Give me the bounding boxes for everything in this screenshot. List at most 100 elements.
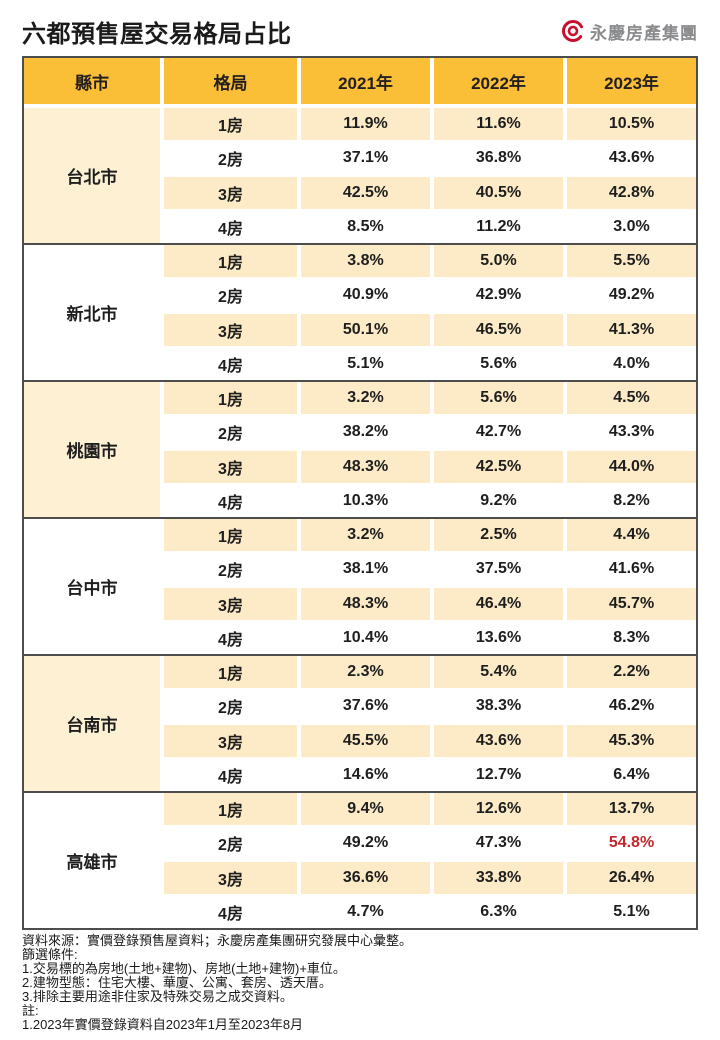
footer-line: 2.建物型態：住宅大樓、華廈、公寓、套房、透天厝。 xyxy=(22,975,332,990)
value-cell: 8.2% xyxy=(613,492,650,510)
value-cell: 5.1% xyxy=(347,355,384,373)
layout-cell: 3房 xyxy=(164,588,297,620)
layout-cell: 4房 xyxy=(218,769,243,787)
layout-cell: 2房 xyxy=(218,700,243,718)
footer-line: 1.交易標的為房地(土地+建物)、房地(土地+建物)+車位。 xyxy=(22,961,346,976)
footer-line: 篩選條件: xyxy=(22,947,78,962)
value-cell: 6.4% xyxy=(613,766,650,784)
value-cell: 5.5% xyxy=(567,245,696,277)
value-cell: 5.1% xyxy=(613,903,650,921)
value-cell: 37.1% xyxy=(342,149,389,167)
value-cell: 12.6% xyxy=(434,793,563,825)
yungching-swirl-icon xyxy=(561,19,585,43)
column-header-layout: 格局 xyxy=(164,58,297,104)
column-header-2023: 2023年 xyxy=(567,58,696,104)
layout-cell: 3房 xyxy=(164,177,297,209)
layout-cell: 1房 xyxy=(164,793,297,825)
value-cell: 46.2% xyxy=(608,697,655,715)
city-section: 桃園市 1房 3.2% 5.6% 4.5% 2房 38.2% 42.7% 43.3% 3房 48.3… xyxy=(24,380,696,517)
value-cell: 48.3% xyxy=(301,588,430,620)
value-cell: 42.5% xyxy=(434,451,563,483)
value-cell: 45.5% xyxy=(301,725,430,757)
value-cell: 43.6% xyxy=(608,149,655,167)
layout-cell: 2房 xyxy=(218,837,243,855)
value-cell: 48.3% xyxy=(301,451,430,483)
city-section: 台南市 1房 2.3% 5.4% 2.2% 2房 37.6% 38.3% 46.2% 3房 45.5… xyxy=(24,654,696,791)
layout-cell: 1房 xyxy=(164,656,297,688)
value-cell: 4.5% xyxy=(567,382,696,414)
value-cell: 42.7% xyxy=(475,423,522,441)
value-cell: 9.2% xyxy=(480,492,517,510)
value-cell: 50.1% xyxy=(301,314,430,346)
layout-cell: 2房 xyxy=(218,426,243,444)
value-cell: 42.5% xyxy=(301,177,430,209)
value-cell: 3.0% xyxy=(613,218,650,236)
column-header-2022: 2022年 xyxy=(434,58,563,104)
value-cell: 2.3% xyxy=(301,656,430,688)
value-cell: 43.3% xyxy=(608,423,655,441)
value-cell: 9.4% xyxy=(301,793,430,825)
layout-cell: 4房 xyxy=(218,906,243,924)
value-cell: 42.9% xyxy=(475,286,522,304)
city-section: 台中市 1房 3.2% 2.5% 4.4% 2房 38.1% 37.5% 41.6% 3房 48.3… xyxy=(24,517,696,654)
value-cell: 38.2% xyxy=(342,423,389,441)
value-cell: 44.0% xyxy=(567,451,696,483)
value-cell: 13.7% xyxy=(567,793,696,825)
value-cell: 12.7% xyxy=(475,766,522,784)
city-cell: 高雄市 xyxy=(66,853,118,872)
footer-line: 資料來源：實價登錄預售屋資料；永慶房產集團研究發展中心彙整。 xyxy=(22,933,413,948)
value-cell: 11.2% xyxy=(476,218,521,236)
value-cell: 37.6% xyxy=(342,697,389,715)
footer-line: 1.2023年實價登錄資料自2023年1月至2023年8月 xyxy=(22,1017,304,1032)
value-cell: 5.6% xyxy=(434,382,563,414)
layout-cell: 3房 xyxy=(164,862,297,894)
value-cell-highlighted: 54.8% xyxy=(608,834,655,852)
value-cell: 49.2% xyxy=(608,286,655,304)
layout-cell: 3房 xyxy=(164,451,297,483)
page-title: 六都預售屋交易格局占比 xyxy=(22,20,292,48)
layout-cell: 1房 xyxy=(164,245,297,277)
value-cell: 49.2% xyxy=(342,834,389,852)
layout-cell: 2房 xyxy=(218,152,243,170)
city-section: 台北市 1房 11.9% 11.6% 10.5% 2房 37.1% 36.8% 43.6% 3房 4… xyxy=(24,108,696,243)
city-section: 高雄市 1房 9.4% 12.6% 13.7% 2房 49.2% 47.3% 54.8% 3房 36… xyxy=(24,791,696,928)
value-cell: 38.3% xyxy=(475,697,522,715)
value-cell: 11.9% xyxy=(301,108,430,140)
city-cell: 台北市 xyxy=(24,108,160,243)
table-header-row: 縣市 格局 2021年 2022年 2023年 xyxy=(24,58,696,104)
footer-line: 3.排除主要用途非住家及特殊交易之成交資料。 xyxy=(22,989,293,1004)
value-cell: 45.3% xyxy=(567,725,696,757)
value-cell: 36.6% xyxy=(301,862,430,894)
value-cell: 26.4% xyxy=(567,862,696,894)
layout-cell: 3房 xyxy=(164,314,297,346)
data-table: 縣市 格局 2021年 2022年 2023年 台北市 1房 11.9% 11.6% 1… xyxy=(22,56,698,930)
footer-line: 註: xyxy=(22,1003,39,1018)
footer-notes: 資料來源：實價登錄預售屋資料；永慶房產集團研究發展中心彙整。 篩選條件: 1.交易標… xyxy=(22,934,698,1032)
value-cell: 13.6% xyxy=(475,629,522,647)
value-cell: 5.6% xyxy=(480,355,517,373)
value-cell: 47.3% xyxy=(475,834,522,852)
city-cell: 台南市 xyxy=(24,656,160,791)
value-cell: 10.4% xyxy=(342,629,389,647)
column-header-city: 縣市 xyxy=(24,58,160,104)
layout-cell: 2房 xyxy=(218,563,243,581)
layout-cell: 4房 xyxy=(218,632,243,650)
value-cell: 4.4% xyxy=(567,519,696,551)
value-cell: 46.5% xyxy=(434,314,563,346)
value-cell: 41.6% xyxy=(608,560,655,578)
layout-cell: 2房 xyxy=(218,289,243,307)
value-cell: 14.6% xyxy=(342,766,389,784)
value-cell: 8.3% xyxy=(613,629,650,647)
value-cell: 40.9% xyxy=(342,286,389,304)
layout-cell: 4房 xyxy=(218,495,243,513)
value-cell: 46.4% xyxy=(434,588,563,620)
layout-cell: 1房 xyxy=(164,519,297,551)
layout-cell: 4房 xyxy=(218,358,243,376)
topbar: 六都預售屋交易格局占比 永慶房產集團 xyxy=(22,0,698,56)
value-cell: 45.7% xyxy=(567,588,696,620)
brand-logo: 永慶房產集團 xyxy=(561,19,698,44)
city-section: 新北市 1房 3.8% 5.0% 5.5% 2房 40.9% 42.9% 49.2% 3房 50.1… xyxy=(24,243,696,380)
value-cell: 38.1% xyxy=(342,560,389,578)
value-cell: 6.3% xyxy=(480,903,517,921)
